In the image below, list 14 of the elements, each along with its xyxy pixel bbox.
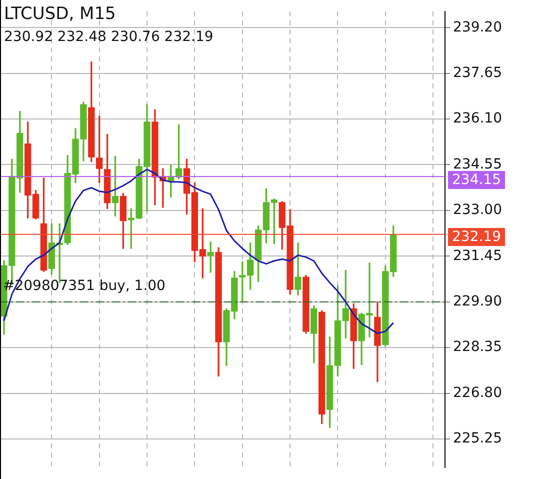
y-tick-label: 228.35 [453,339,502,356]
y-tick-label: 231.45 [453,248,502,264]
y-tick-label: 239.20 [453,19,502,36]
y-tick-label: 236.10 [453,110,502,127]
ref-line-label: 232.19 [448,228,505,246]
y-tick-label: 234.55 [453,156,502,172]
chart-title: LTCUSD, M15 [4,4,116,24]
text: 230.92 232.48 230.76 232.19 [4,29,214,45]
y-tick-label: 229.90 [453,294,502,310]
ref-line-label: 234.15 [448,170,505,189]
y-tick-label: 233.00 [453,202,502,218]
y-tick-label: 226.80 [453,384,502,401]
y-tick-label: 237.65 [453,64,502,81]
y-tick-label: 225.25 [453,430,502,447]
